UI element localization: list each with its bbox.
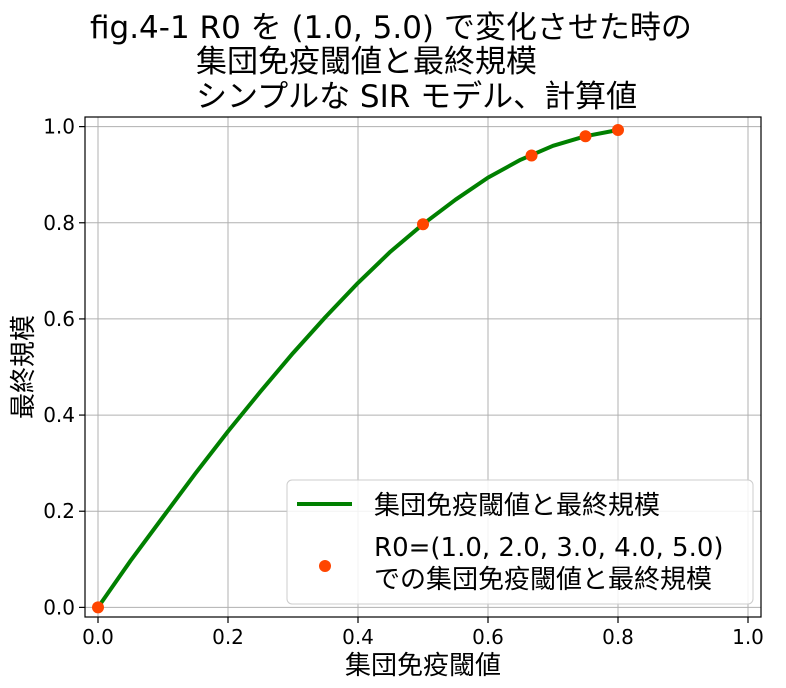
plot-area bbox=[84, 116, 762, 618]
scatter-point bbox=[612, 123, 624, 136]
scatter-point bbox=[579, 130, 592, 143]
x-tick-label: 1.0 bbox=[732, 625, 764, 649]
title-line-2: 集団免疫閾値と最終規模 bbox=[196, 44, 537, 80]
legend-label-line: 集団免疫閾値と最終規模 bbox=[374, 491, 660, 521]
y-tick-label: 0.0 bbox=[43, 595, 75, 619]
title-line-1: fig.4-1 R0 を (1.0, 5.0) で変化させた時の bbox=[90, 10, 692, 46]
series-layer bbox=[92, 123, 624, 614]
legend-label-scatter-2: での集団免疫閾値と最終規模 bbox=[374, 565, 712, 595]
x-tick-label: 0.2 bbox=[212, 625, 244, 649]
y-tick-label: 0.2 bbox=[43, 499, 75, 523]
y-tick-label: 0.6 bbox=[43, 307, 75, 331]
x-tick-label: 0.6 bbox=[472, 625, 504, 649]
x-axis-label: 集団免疫閾値 bbox=[345, 651, 501, 681]
legend-marker-swatch bbox=[319, 560, 331, 572]
grid bbox=[85, 117, 761, 617]
title-line-3: シンプルな SIR モデル、計算値 bbox=[196, 79, 637, 115]
y-tick-label: 0.4 bbox=[43, 403, 75, 427]
y-tick-label: 0.8 bbox=[43, 211, 75, 235]
legend-box bbox=[286, 479, 754, 605]
scatter-point bbox=[417, 218, 429, 231]
scatter-point bbox=[92, 601, 104, 614]
legend: 集団免疫閾値と最終規模 R0=(1.0, 2.0, 3.0, 4.0, 5.0)… bbox=[286, 479, 754, 605]
y-axis-ticks: 0.0 0.2 0.4 0.6 0.8 1.0 bbox=[43, 115, 85, 619]
y-axis-label: 最終規模 bbox=[9, 315, 39, 419]
chart-title: fig.4-1 R0 を (1.0, 5.0) で変化させた時の 集団免疫閾値と… bbox=[90, 10, 692, 115]
x-axis-ticks: 0.0 0.2 0.4 0.6 0.8 1.0 bbox=[82, 617, 764, 649]
y-tick-label: 1.0 bbox=[43, 115, 75, 139]
legend-label-scatter-1: R0=(1.0, 2.0, 3.0, 4.0, 5.0) bbox=[374, 533, 724, 563]
scatter-point bbox=[525, 149, 538, 162]
x-tick-label: 0.8 bbox=[602, 625, 634, 649]
x-tick-label: 0.0 bbox=[82, 625, 114, 649]
x-tick-label: 0.4 bbox=[342, 625, 374, 649]
